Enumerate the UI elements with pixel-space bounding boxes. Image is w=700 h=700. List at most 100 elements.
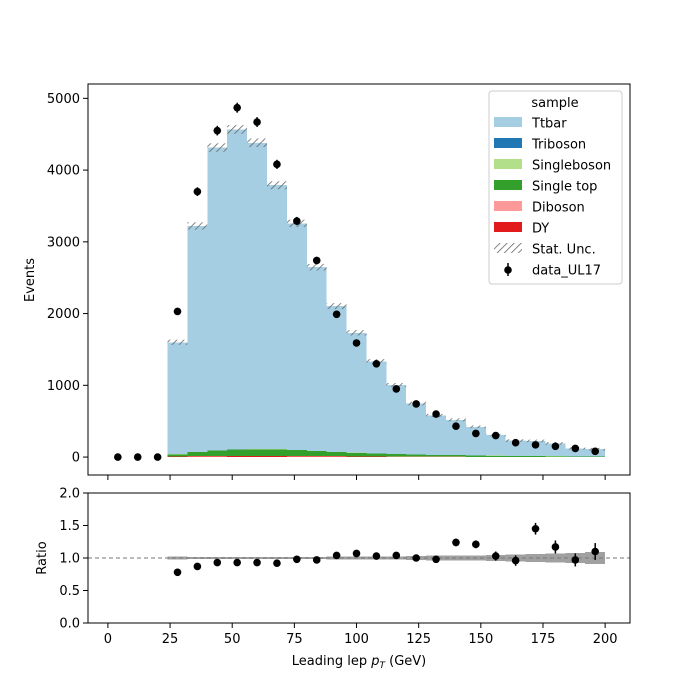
stack-bar-ttbar bbox=[346, 332, 367, 453]
legend-entry: Singleboson bbox=[494, 159, 611, 174]
ratio-x-label: Leading lep pT (GeV) bbox=[292, 654, 426, 671]
ratio-x-tick-label: 50 bbox=[224, 632, 241, 647]
ratio-y-tick-label: 0.5 bbox=[59, 584, 80, 599]
y-tick-label: 5000 bbox=[47, 92, 80, 107]
stack-bar-single-top bbox=[565, 456, 586, 457]
ratio-band-bin bbox=[545, 553, 566, 563]
ratio-point bbox=[273, 559, 281, 567]
data-point bbox=[352, 339, 361, 347]
ratio-x-tick-label: 200 bbox=[593, 632, 618, 647]
ratio-x-tick-label: 25 bbox=[162, 632, 179, 647]
data-point bbox=[312, 256, 321, 265]
data-point bbox=[432, 410, 440, 418]
legend-swatch bbox=[494, 138, 522, 148]
stack-bar-ttbar bbox=[207, 147, 228, 451]
ratio-point bbox=[452, 538, 460, 547]
stat-unc-bin bbox=[247, 138, 268, 148]
y-tick-label: 4000 bbox=[47, 164, 80, 179]
stack-bar-single-top bbox=[406, 454, 427, 457]
ratio-point bbox=[193, 562, 202, 571]
ratio-y-ticks: 0.0 0.5 1.0 1.5 2.0 bbox=[59, 487, 88, 632]
legend-label: Ttbar bbox=[531, 117, 567, 132]
stack-bar-single-top bbox=[426, 454, 447, 457]
ratio-point bbox=[312, 556, 321, 564]
legend-entry: Single top bbox=[494, 180, 597, 195]
stack-bar-ttbar bbox=[465, 426, 486, 456]
stat-unc-bin bbox=[525, 439, 546, 443]
data-point bbox=[153, 453, 162, 461]
ratio-x-tick-label: 150 bbox=[468, 632, 493, 647]
ratio-point bbox=[591, 547, 599, 556]
stat-unc-bin bbox=[227, 125, 248, 134]
stack-bar-dy bbox=[267, 456, 287, 458]
data-point bbox=[511, 438, 520, 447]
legend-label: Diboson bbox=[532, 201, 585, 216]
ratio-band-bin bbox=[187, 557, 208, 559]
legend-entry: Diboson bbox=[494, 201, 585, 216]
stack-bar-single-top bbox=[446, 455, 466, 457]
stat-unc-bin bbox=[207, 143, 228, 152]
stack-bar-single-top bbox=[326, 451, 347, 457]
data-point bbox=[472, 429, 480, 438]
stack-bar-ttbar bbox=[406, 403, 427, 455]
legend-label: Single top bbox=[532, 180, 597, 195]
stack-bar-ttbar bbox=[386, 385, 407, 454]
legend-entries: Ttbar Triboson Singleboson Single top Diboso… bbox=[494, 117, 611, 279]
data-point bbox=[253, 118, 261, 126]
legend-marker bbox=[504, 266, 512, 274]
data-point bbox=[571, 444, 580, 453]
ratio-point bbox=[531, 524, 540, 533]
ratio-band-bin bbox=[267, 557, 287, 559]
ratio-point bbox=[511, 556, 520, 565]
data-point bbox=[412, 400, 420, 408]
legend-swatch bbox=[494, 117, 522, 127]
legend-swatch bbox=[494, 180, 522, 190]
data-point bbox=[332, 310, 341, 319]
stack-bar-ttbar bbox=[306, 267, 327, 451]
ratio-point bbox=[173, 568, 182, 577]
ratio-point bbox=[571, 556, 580, 564]
stack-bar-single-top bbox=[525, 456, 546, 457]
legend-entry: Triboson bbox=[494, 138, 586, 153]
data-point bbox=[114, 453, 122, 461]
stack-bar-single-top bbox=[346, 452, 367, 457]
stack-bar-single-top bbox=[267, 449, 287, 456]
data-point bbox=[293, 217, 301, 225]
ratio-x-tick-label: 100 bbox=[344, 632, 369, 647]
stat-unc-bin bbox=[267, 181, 287, 190]
ratio-x-ticks: 0 25 50 75 100 125 150 175 200 bbox=[104, 623, 618, 647]
main-y-label: Events bbox=[23, 258, 38, 302]
legend-swatch-hatch bbox=[494, 243, 522, 253]
stat-unc-bin bbox=[306, 263, 327, 271]
stack-bar-single-top bbox=[286, 450, 307, 456]
stack-bar-ttbar bbox=[286, 223, 307, 451]
stack-bar-single-top bbox=[545, 456, 566, 457]
stack-bar-single-top bbox=[366, 453, 387, 457]
stat-unc-bin bbox=[326, 303, 347, 310]
stack-bar-single-top bbox=[187, 452, 208, 457]
legend-title: sample bbox=[531, 96, 578, 111]
stat-unc-bin bbox=[346, 330, 367, 336]
main-panel: 0 1000 2000 3000 4000 5000 Events sample Ttba… bbox=[23, 83, 631, 480]
ratio-point bbox=[233, 558, 241, 567]
ratio-point bbox=[551, 543, 560, 551]
main-frame bbox=[87, 83, 631, 476]
y-tick-label: 1000 bbox=[47, 379, 80, 394]
ratio-x-tick-label: 125 bbox=[406, 632, 431, 647]
stack-bar-single-top bbox=[386, 454, 407, 457]
y-tick-label: 3000 bbox=[47, 235, 80, 250]
legend-entry: Ttbar bbox=[494, 117, 567, 132]
stack-bar-ttbar bbox=[366, 361, 387, 454]
ratio-band-bin bbox=[525, 554, 546, 562]
ratio-point bbox=[293, 555, 301, 564]
stack-bar-single-top bbox=[465, 455, 486, 457]
stack-bar-ttbar bbox=[446, 419, 466, 456]
stack-bar-ttbar bbox=[227, 129, 248, 450]
legend-label: DY bbox=[532, 222, 549, 237]
ratio-band-bin bbox=[167, 556, 188, 560]
stack-bar-dy bbox=[227, 456, 248, 458]
main-y-ticks: 0 1000 2000 3000 4000 5000 bbox=[47, 92, 88, 466]
stack-bar-ttbar bbox=[326, 306, 347, 452]
ratio-x-tick-label: 175 bbox=[531, 632, 556, 647]
legend-entry: data_UL17 bbox=[504, 263, 601, 279]
